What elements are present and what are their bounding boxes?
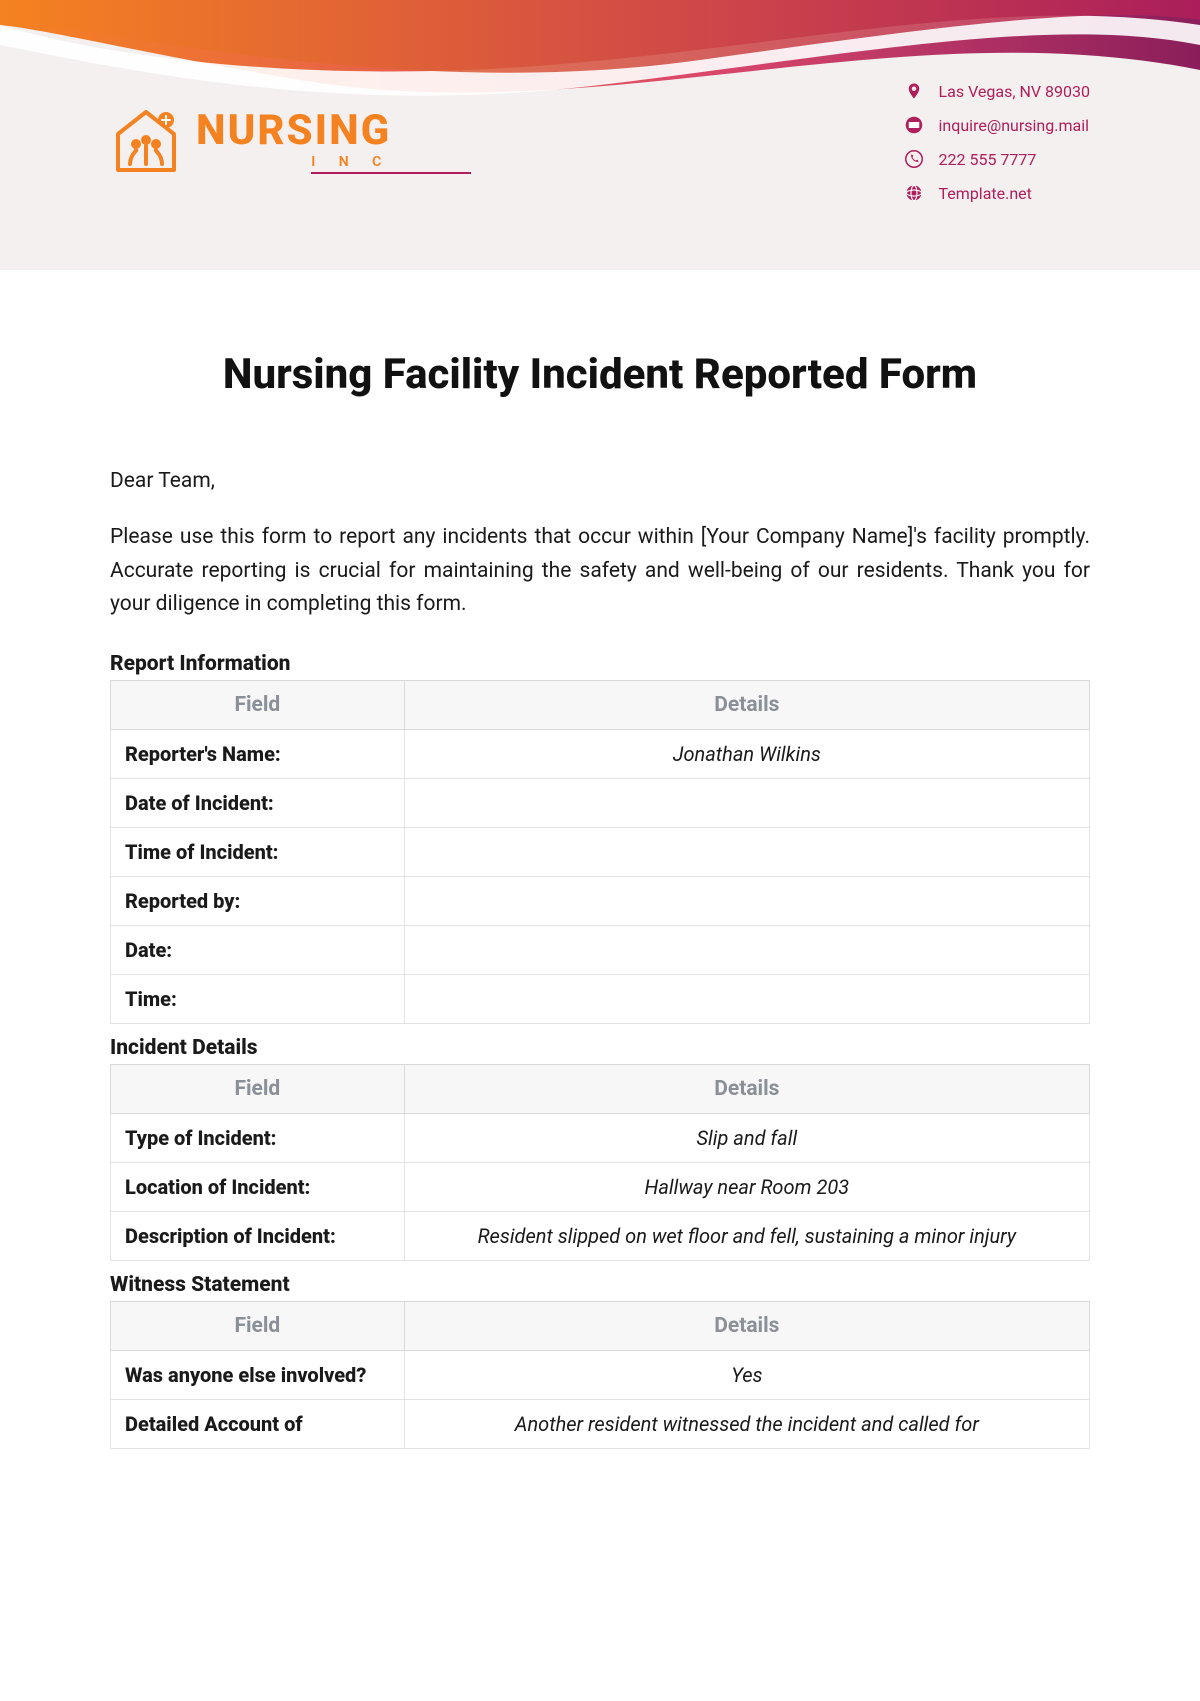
field-label: Date: [111, 925, 405, 974]
phone-icon [903, 148, 925, 170]
field-label: Type of Incident: [111, 1113, 405, 1162]
section-title: Incident Details [110, 1036, 1090, 1060]
field-value[interactable]: Resident slipped on wet floor and fell, … [404, 1211, 1089, 1260]
field-value[interactable]: Jonathan Wilkins [404, 729, 1089, 778]
logo-main-text: NURSING [196, 110, 391, 152]
globe-icon [903, 182, 925, 204]
column-header: Details [404, 680, 1089, 729]
field-value[interactable] [404, 876, 1089, 925]
field-label: Time of Incident: [111, 827, 405, 876]
section-title: Witness Statement [110, 1273, 1090, 1297]
field-value[interactable] [404, 925, 1089, 974]
column-header: Details [404, 1301, 1089, 1350]
table-row: Time: [111, 974, 1090, 1023]
field-value[interactable]: Yes [404, 1350, 1089, 1399]
field-value[interactable]: Hallway near Room 203 [404, 1162, 1089, 1211]
field-label: Time: [111, 974, 405, 1023]
contact-text: Template.net [939, 184, 1032, 203]
table-row: Reported by: [111, 876, 1090, 925]
contact-text: Las Vegas, NV 89030 [939, 82, 1090, 101]
table-row: Date: [111, 925, 1090, 974]
page-title: Nursing Facility Incident Reported Form [110, 350, 1090, 399]
field-value[interactable]: Slip and fall [404, 1113, 1089, 1162]
document-body: Nursing Facility Incident Reported Form … [0, 270, 1200, 1501]
table-row: Reporter's Name:Jonathan Wilkins [111, 729, 1090, 778]
contact-location: Las Vegas, NV 89030 [903, 80, 1090, 102]
contact-list: Las Vegas, NV 89030 inquire@nursing.mail… [903, 80, 1090, 204]
field-label: Location of Incident: [111, 1162, 405, 1211]
letterhead-header: NURSING I N C Las Vegas, NV 89030 inquir… [0, 0, 1200, 270]
table-row: Date of Incident: [111, 778, 1090, 827]
data-table: FieldDetailsType of Incident:Slip and fa… [110, 1064, 1090, 1261]
intro-paragraph: Please use this form to report any incid… [110, 521, 1090, 622]
field-value[interactable] [404, 827, 1089, 876]
table-row: Type of Incident:Slip and fall [111, 1113, 1090, 1162]
logo-sub-text: I N C [311, 154, 471, 174]
table-row: Location of Incident:Hallway near Room 2… [111, 1162, 1090, 1211]
table-row: Was anyone else involved?Yes [111, 1350, 1090, 1399]
field-label: Reporter's Name: [111, 729, 405, 778]
salutation: Dear Team, [110, 469, 1090, 493]
field-label: Detailed Account of [111, 1399, 405, 1448]
contact-phone: 222 555 7777 [903, 148, 1090, 170]
data-table: FieldDetailsReporter's Name:Jonathan Wil… [110, 680, 1090, 1024]
field-value[interactable]: Another resident witnessed the incident … [404, 1399, 1089, 1448]
mail-icon [903, 114, 925, 136]
field-label: Date of Incident: [111, 778, 405, 827]
field-label: Was anyone else involved? [111, 1350, 405, 1399]
table-row: Description of Incident:Resident slipped… [111, 1211, 1090, 1260]
column-header: Field [111, 680, 405, 729]
table-row: Detailed Account ofAnother resident witn… [111, 1399, 1090, 1448]
column-header: Field [111, 1064, 405, 1113]
contact-mail: inquire@nursing.mail [903, 114, 1090, 136]
column-header: Details [404, 1064, 1089, 1113]
contact-text: inquire@nursing.mail [939, 116, 1089, 135]
contact-globe: Template.net [903, 182, 1090, 204]
company-logo: NURSING I N C [110, 106, 391, 178]
field-value[interactable] [404, 778, 1089, 827]
field-value[interactable] [404, 974, 1089, 1023]
contact-text: 222 555 7777 [939, 150, 1037, 169]
field-label: Description of Incident: [111, 1211, 405, 1260]
house-icon [110, 106, 182, 178]
section-title: Report Information [110, 652, 1090, 676]
data-table: FieldDetailsWas anyone else involved?Yes… [110, 1301, 1090, 1449]
field-label: Reported by: [111, 876, 405, 925]
table-row: Time of Incident: [111, 827, 1090, 876]
column-header: Field [111, 1301, 405, 1350]
location-icon [903, 80, 925, 102]
